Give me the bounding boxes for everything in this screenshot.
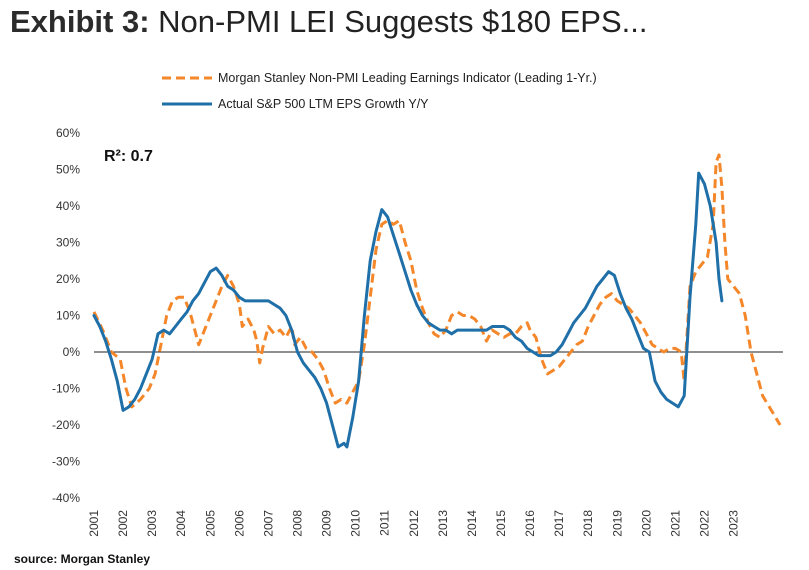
y-axis: 60% 50% 40% 30% 20% 10% 0% -10% -20% -30% -40% bbox=[52, 126, 783, 505]
x-tick-label: 2011 bbox=[378, 510, 392, 536]
x-tick-label: 2017 bbox=[552, 510, 566, 537]
x-tick-label: 2013 bbox=[436, 510, 450, 537]
y-tick-label: -20% bbox=[52, 418, 80, 432]
y-tick-label: 20% bbox=[56, 272, 80, 286]
source-note: source: Morgan Stanley bbox=[14, 552, 151, 566]
x-tick-label: 2022 bbox=[698, 510, 712, 537]
x-tick-label: 2020 bbox=[639, 510, 653, 537]
y-tick-label: 0% bbox=[63, 345, 81, 359]
y-tick-label: 50% bbox=[56, 163, 80, 177]
x-axis: 2001 2002 2003 2004 2005 2006 2007 2008 2009 2010… bbox=[87, 510, 741, 537]
chart-title: Exhibit 3: Non-PMI LEI Suggests $180 EPS… bbox=[10, 4, 648, 40]
legend-label: Morgan Stanley Non-PMI Leading Earnings … bbox=[218, 71, 597, 85]
x-tick-label: 2003 bbox=[145, 510, 159, 537]
x-tick-label: 2019 bbox=[610, 510, 624, 537]
title-text: Non-PMI LEI Suggests $180 EPS... bbox=[149, 4, 648, 39]
x-tick-label: 2010 bbox=[349, 510, 363, 537]
series-line-actual-eps bbox=[92, 171, 724, 449]
x-tick-label: 2005 bbox=[203, 510, 217, 537]
title-exhibit-label: Exhibit 3: bbox=[10, 4, 150, 39]
y-tick-label: 40% bbox=[56, 199, 80, 213]
x-tick-label: 2014 bbox=[465, 510, 479, 537]
x-tick-label: 2007 bbox=[261, 510, 275, 537]
legend: Morgan Stanley Non-PMI Leading Earnings … bbox=[162, 71, 597, 111]
x-tick-label: 2012 bbox=[407, 510, 421, 537]
y-tick-label: -40% bbox=[52, 491, 80, 505]
x-tick-label: 2002 bbox=[116, 510, 130, 537]
series-group bbox=[92, 153, 782, 449]
x-tick-label: 2016 bbox=[523, 510, 537, 537]
legend-label: Actual S&P 500 LTM EPS Growth Y/Y bbox=[218, 97, 429, 111]
x-tick-label: 2006 bbox=[232, 510, 246, 537]
r-squared-annotation: R²: 0.7 bbox=[104, 148, 153, 165]
series-line-lei bbox=[92, 153, 782, 426]
x-tick-label: 2018 bbox=[581, 510, 595, 537]
x-tick-label: 2023 bbox=[727, 510, 741, 537]
y-tick-label: 60% bbox=[56, 126, 80, 140]
y-tick-label: 30% bbox=[56, 236, 80, 250]
y-tick-label: -10% bbox=[52, 382, 80, 396]
y-tick-label: 10% bbox=[56, 309, 80, 323]
x-tick-label: 2021 bbox=[668, 510, 682, 537]
y-tick-label: -30% bbox=[52, 455, 80, 469]
x-tick-label: 2004 bbox=[174, 510, 188, 537]
x-tick-label: 2015 bbox=[494, 510, 508, 537]
x-tick-label: 2008 bbox=[291, 510, 305, 537]
x-tick-label: 2009 bbox=[320, 510, 334, 537]
x-tick-label: 2001 bbox=[87, 510, 101, 537]
